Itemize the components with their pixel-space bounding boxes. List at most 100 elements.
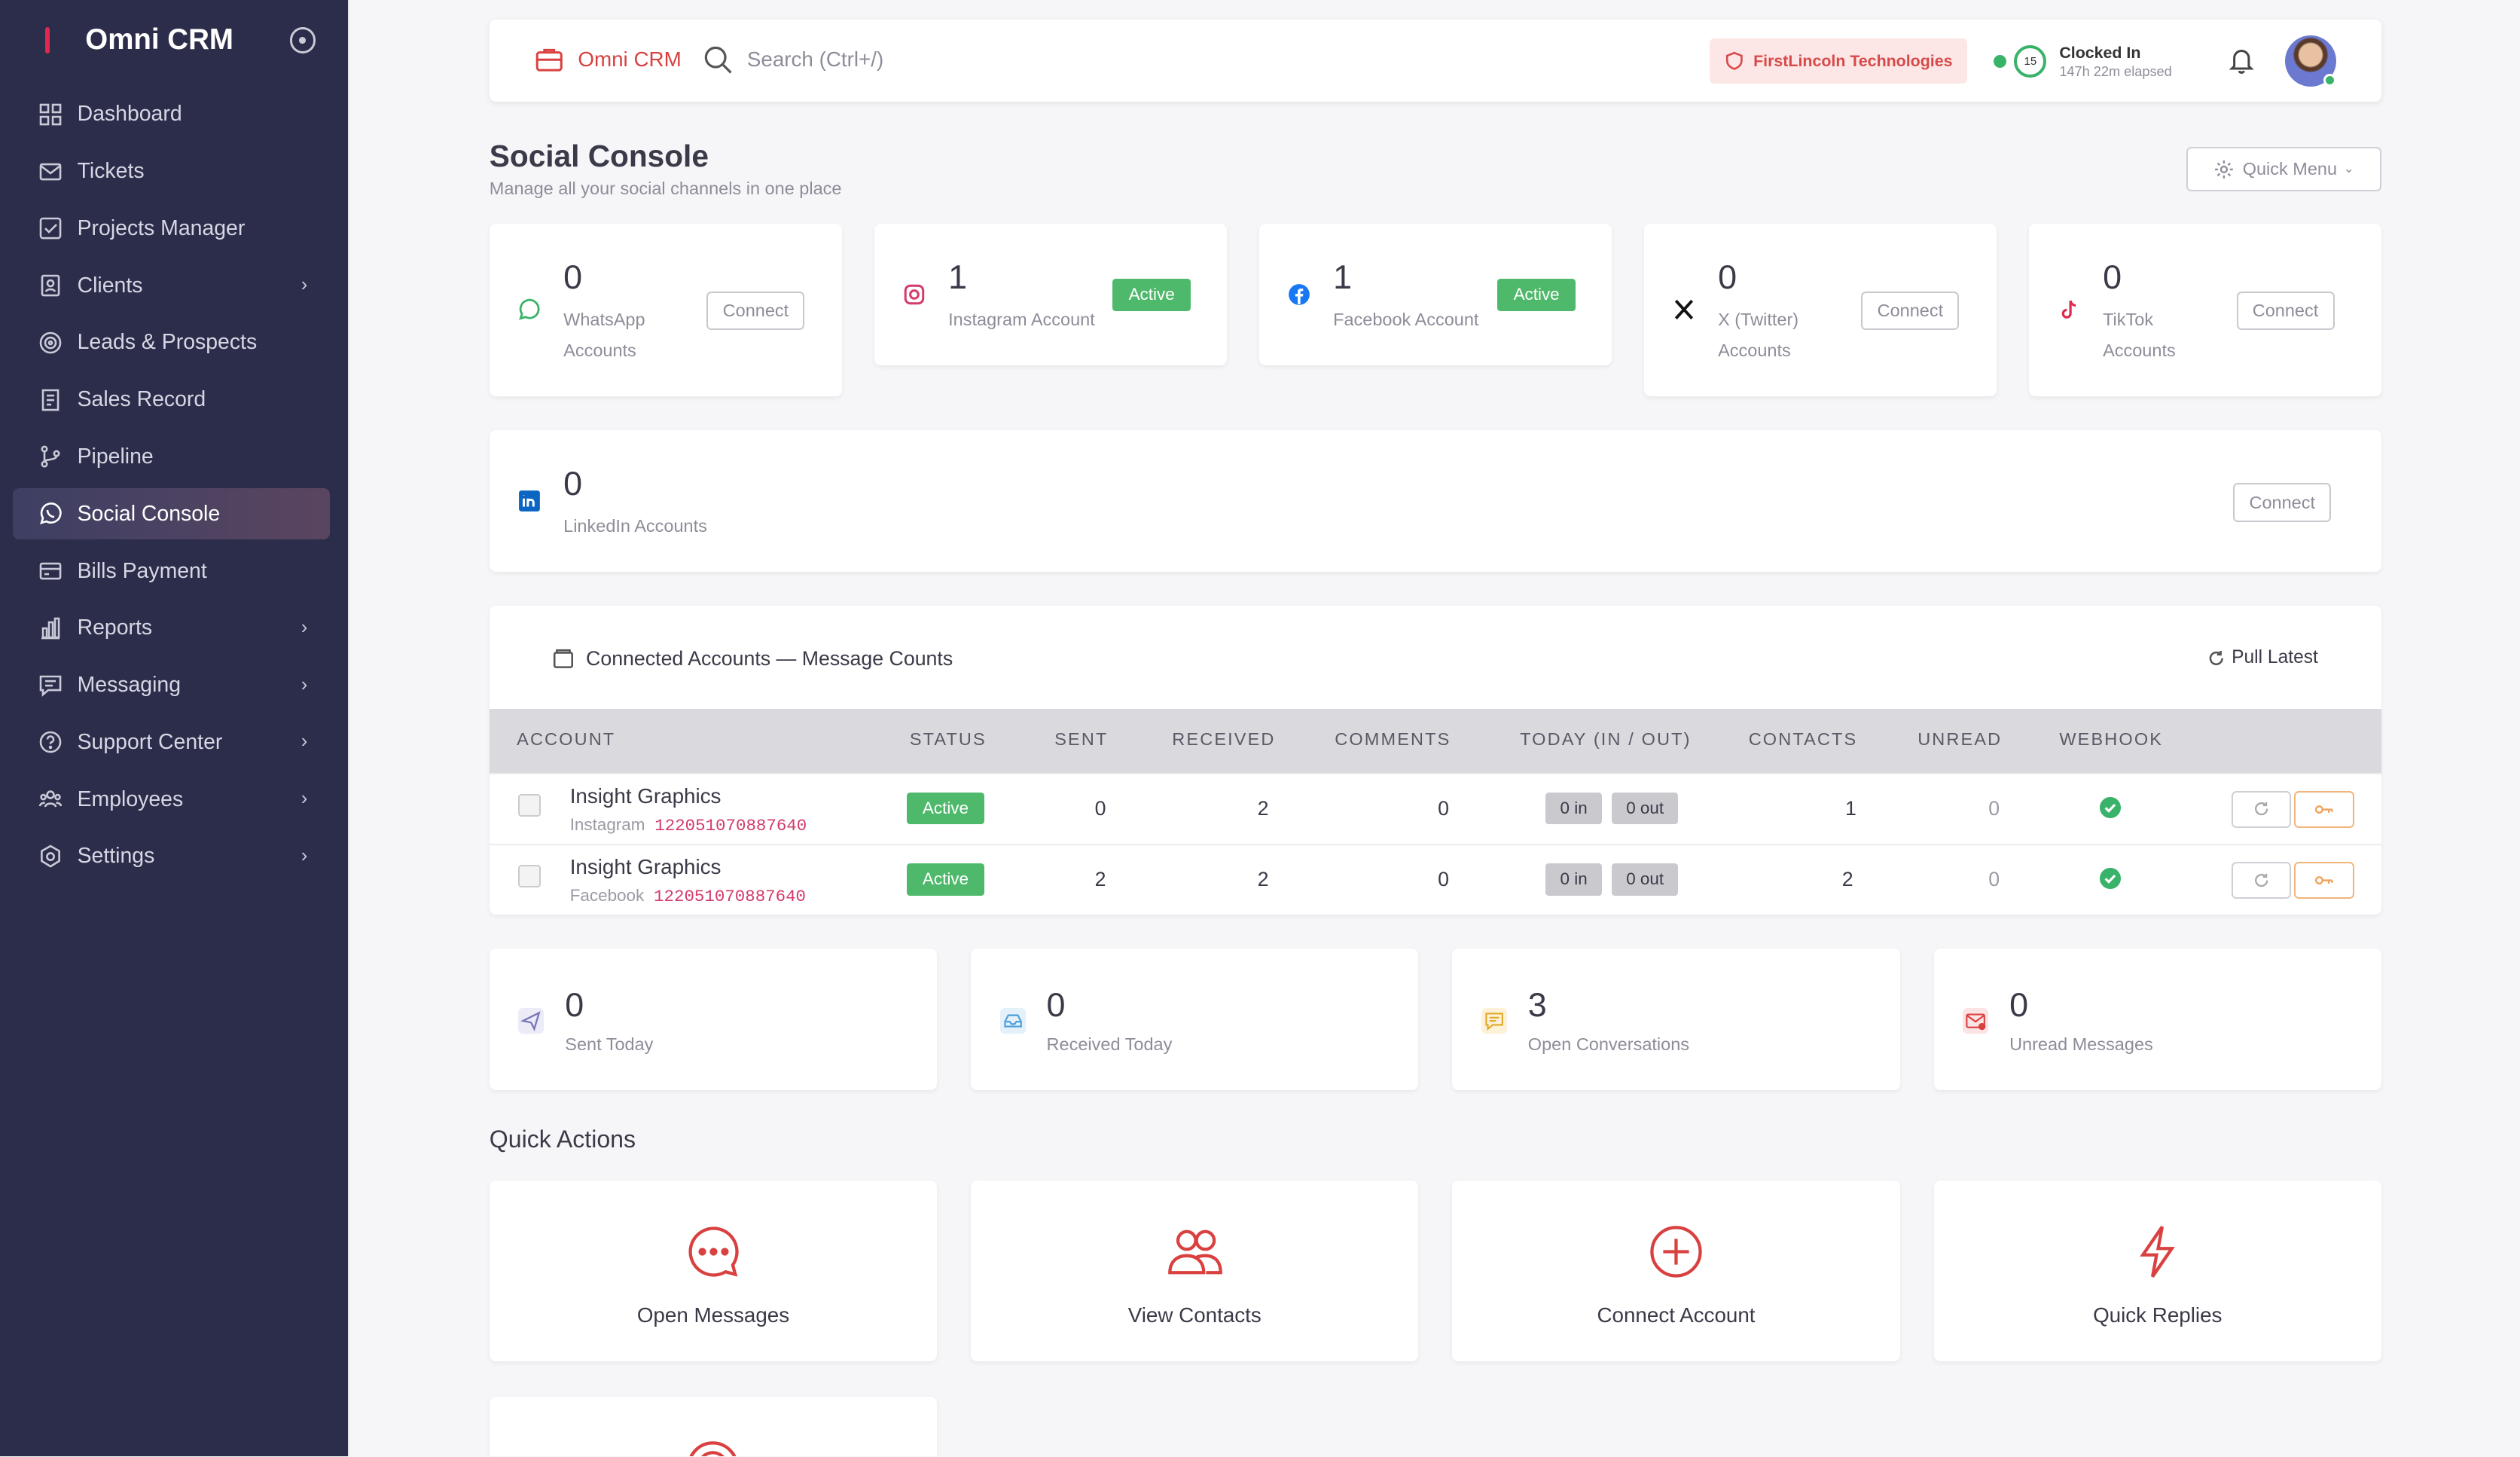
briefcase-icon [535, 48, 563, 72]
stat-label: Sent Today [565, 1034, 654, 1054]
account-label-line: X (Twitter) [1718, 310, 1799, 330]
search-input[interactable]: Search (Ctrl+/) [746, 47, 884, 72]
message-dots-icon [688, 1226, 739, 1277]
refresh-icon [2255, 802, 2268, 816]
today-in-chip: 0 in [1545, 792, 1602, 825]
pull-latest-button[interactable]: Pull Latest [2207, 647, 2318, 668]
pull-latest-label: Pull Latest [2232, 647, 2318, 668]
stat-card-sent-today: 0 Sent Today [489, 948, 938, 1091]
sidebar-brand[interactable]: Omni CRM [44, 23, 233, 58]
sidebar-item-dashboard[interactable]: Dashboard [13, 89, 330, 140]
main-content: Omni CRM Search (Ctrl+/) FirstLincoln Te… [347, 0, 2520, 1456]
connected-accounts-title: Connected Accounts — Message Counts [552, 647, 953, 670]
connect-button[interactable]: Connect [706, 291, 805, 331]
quick-action-partial[interactable] [489, 1396, 938, 1456]
sidebar-item-label: Dashboard [77, 102, 182, 127]
unread-count: 0 [1988, 797, 2000, 820]
dashboard-icon [40, 103, 62, 126]
quick-action-label: Open Messages [636, 1303, 790, 1327]
facebook-icon [1289, 284, 1310, 306]
sidebar-item-pipeline[interactable]: Pipeline [13, 431, 330, 482]
account-label-line: WhatsApp [563, 310, 645, 330]
sidebar-item-settings[interactable]: Settings › [13, 831, 330, 882]
sidebar-item-support-center[interactable]: Support Center › [13, 716, 330, 768]
sidebar-item-label: Bills Payment [77, 558, 207, 583]
org-badge[interactable]: FirstLincoln Technologies [1710, 38, 1967, 84]
clock-elapsed: 147h 22m elapsed [2059, 63, 2172, 79]
stat-label: Open Conversations [1527, 1034, 1690, 1054]
chevron-right-icon: › [301, 616, 308, 638]
clock-status[interactable]: 15 Clocked In 147h 22m elapsed [1993, 44, 2172, 80]
account-meta: Facebook 122051070887640 [570, 886, 806, 906]
account-count: 1 [1333, 258, 1353, 297]
table-row: Insight Graphics Facebook 122051070887640… [489, 844, 2381, 915]
account-meta: Instagram 122051070887640 [570, 815, 807, 835]
account-label: LinkedIn Accounts [563, 515, 707, 536]
connect-button[interactable]: Connect [1861, 291, 1960, 331]
connect-button[interactable]: Connect [2236, 291, 2335, 331]
sidebar-item-sales-record[interactable]: Sales Record [13, 374, 330, 425]
mail-icon [40, 163, 62, 180]
sidebar-item-projects-manager[interactable]: Projects Manager [13, 203, 330, 254]
account-platform: Instagram [569, 814, 645, 834]
sidebar-item-leads[interactable]: Leads & Prospects [13, 317, 330, 368]
sidebar-item-clients[interactable]: Clients › [13, 260, 330, 311]
account-name: Insight Graphics [569, 855, 722, 879]
stat-value: 0 [1046, 985, 1066, 1025]
account-label: WhatsApp Accounts [563, 304, 645, 365]
row-refresh-button[interactable] [2232, 861, 2292, 899]
account-label: X (Twitter) Accounts [1718, 304, 1798, 365]
whatsapp-icon [519, 298, 540, 320]
users-icon [39, 790, 63, 808]
status-badge: Active [906, 792, 985, 825]
sidebar-item-tickets[interactable]: Tickets [13, 145, 330, 197]
today-out-chip: 0 out [1611, 863, 1679, 896]
today-out-chip: 0 out [1611, 792, 1679, 825]
topbar-brand[interactable]: Omni CRM [535, 45, 682, 74]
quick-action-label: Connect Account [1597, 1303, 1756, 1327]
received-count: 2 [1257, 797, 1269, 820]
topbar-brand-name: Omni CRM [578, 47, 682, 72]
account-count: 1 [948, 258, 968, 297]
account-card-instagram: 1 Instagram Account Active [874, 224, 1227, 366]
connect-button[interactable]: Connect [2233, 483, 2332, 522]
row-key-button[interactable] [2294, 861, 2354, 899]
search-bar[interactable]: Search (Ctrl+/) [702, 44, 883, 76]
account-id: 122051070887640 [654, 815, 807, 835]
column-header: ACCOUNT [517, 729, 616, 750]
account-card-x-twitter: 0 X (Twitter) Accounts Connect [1643, 224, 1997, 396]
row-refresh-button[interactable] [2232, 790, 2292, 828]
sidebar: Omni CRM Dashboard Tickets Projects Mana… [0, 0, 348, 1456]
quick-action-connect-account[interactable]: Connect Account [1452, 1181, 1900, 1361]
sidebar-item-employees[interactable]: Employees › [13, 774, 330, 825]
sidebar-item-messaging[interactable]: Messaging › [13, 659, 330, 710]
quick-action-quick-replies[interactable]: Quick Replies [1933, 1181, 2381, 1361]
sidebar-item-bills-payment[interactable]: Bills Payment [13, 545, 330, 597]
linkedin-icon [519, 490, 541, 512]
quick-menu-label: Quick Menu [2242, 158, 2338, 179]
inbox-icon [554, 649, 574, 668]
account-card-tiktok: 0 TikTok Accounts Connect [2028, 224, 2381, 396]
bell-icon[interactable] [2227, 45, 2256, 74]
sidebar-item-reports[interactable]: Reports › [13, 603, 330, 654]
quick-action-open-messages[interactable]: Open Messages [489, 1181, 938, 1361]
account-count: 0 [563, 258, 583, 297]
send-icon [518, 1008, 545, 1034]
gear-icon [2215, 160, 2234, 179]
sidebar-item-social-console[interactable]: Social Console [13, 488, 331, 540]
account-card-facebook: 1 Facebook Account Active [1258, 224, 1612, 366]
brand-name: Omni CRM [85, 23, 233, 57]
quick-action-view-contacts[interactable]: View Contacts [971, 1181, 1419, 1361]
online-status-dot [1993, 55, 2006, 69]
sidebar-item-label: Clients [77, 273, 143, 298]
comments-count: 0 [1438, 797, 1449, 820]
quick-menu-button[interactable]: Quick Menu ⌄ [2186, 146, 2381, 192]
contacts-count: 2 [1841, 868, 1853, 891]
sidebar-item-label: Leads & Prospects [77, 330, 258, 355]
sidebar-item-label: Social Console [77, 501, 221, 526]
sidebar-toggle-icon[interactable] [289, 27, 316, 53]
settings-icon [41, 845, 61, 868]
comments-count: 0 [1438, 868, 1449, 891]
status-badge: Active [1497, 278, 1576, 311]
row-key-button[interactable] [2294, 790, 2354, 828]
